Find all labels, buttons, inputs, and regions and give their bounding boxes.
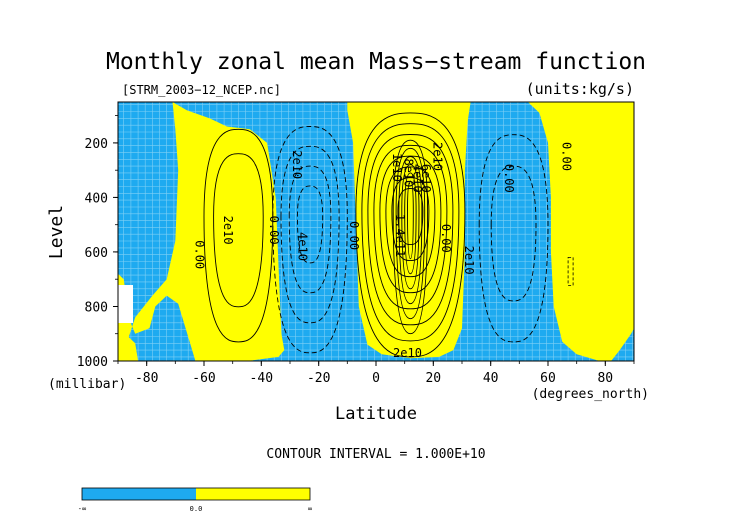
y-tick-label: 400 <box>85 191 108 206</box>
x-tick-label: -20 <box>307 371 330 386</box>
contour-line <box>401 164 420 290</box>
colorbar: -∞ 0.0 ∞ <box>78 487 312 513</box>
chart-subtitle-units: (units:kg/s) <box>526 80 634 98</box>
contour-line <box>478 134 549 343</box>
contour-line <box>203 128 274 343</box>
contour-label: 2e10 <box>430 142 444 171</box>
contour-label: 2e10 <box>290 150 304 179</box>
contour-label: 0.00 <box>559 142 573 171</box>
contour-line <box>296 185 324 264</box>
contour-lines <box>203 112 574 358</box>
y-tick-label: 600 <box>85 246 108 261</box>
contour-line <box>392 139 429 335</box>
contour-label: 0.00 <box>267 216 281 245</box>
contour-label: 8e10 <box>402 158 416 187</box>
colorbar-min-label: -∞ <box>78 505 86 513</box>
contour-line <box>407 180 414 260</box>
contour-label: 6e10 <box>419 164 433 193</box>
contour-interval-note: CONTOUR INTERVAL = 1.000E+10 <box>266 447 485 462</box>
contour-line <box>361 123 460 342</box>
x-axis-label: Latitude <box>335 404 417 424</box>
contour-line <box>567 257 574 286</box>
colorbar-positive <box>196 488 310 500</box>
x-tick-label: -40 <box>250 371 273 386</box>
contour-line <box>373 144 448 310</box>
y-tick-label: 800 <box>85 301 108 316</box>
fill-southern-edge <box>118 335 139 361</box>
contour-label: 2e10 <box>462 246 476 275</box>
missing-data-patch <box>118 285 133 323</box>
contour-line <box>379 155 442 294</box>
fill-northern-positive <box>527 102 634 361</box>
x-tick-label: 60 <box>540 371 556 386</box>
colorbar-max-label: ∞ <box>308 505 312 513</box>
contour-label: 0.00 <box>439 224 453 253</box>
contour-label: 4e10 <box>410 164 424 193</box>
x-tick-label: 0 <box>372 371 380 386</box>
contour-line <box>272 126 348 354</box>
contour-label: 2e10 <box>221 216 235 245</box>
contour-line <box>490 165 537 302</box>
x-tick-label: 20 <box>425 371 441 386</box>
x-tick-label: 40 <box>483 371 499 386</box>
x-axis-units: (degrees_north) <box>532 387 649 402</box>
contour-label: 2e10 <box>393 346 422 360</box>
x-tick-label: 80 <box>597 371 613 386</box>
contour-fills <box>118 102 634 361</box>
contour-line <box>288 165 332 294</box>
chart-title: Monthly zonal mean Mass−stream function <box>106 49 646 75</box>
contour-line <box>213 153 264 308</box>
contour-label: 4e10 <box>296 232 310 261</box>
fill-hadley-positive <box>347 102 471 359</box>
contour-label: 1e10 <box>390 153 404 182</box>
colorbar-negative <box>82 488 196 500</box>
contour-line <box>280 145 340 324</box>
contour-label: 0.00 <box>347 221 361 250</box>
contour-line <box>395 147 426 320</box>
contour-line <box>404 172 417 275</box>
y-axis-units: (millibar) <box>48 377 126 392</box>
contour-line <box>398 156 423 305</box>
axes: -80 -60 -40 -20 0 20 40 60 80 200 400 600 800 1000 <box>77 115 635 386</box>
contour-label: 0.00 <box>192 240 206 269</box>
contour-line <box>397 188 424 246</box>
y-tick-label: 200 <box>85 137 108 152</box>
y-axis-label: Level <box>46 205 67 259</box>
x-tick-label: -80 <box>135 371 158 386</box>
colorbar-mid-label: 0.0 <box>190 505 203 513</box>
y-tick-label: 1000 <box>77 355 108 370</box>
chart-subtitle-file: [STRM_2003−12_NCEP.nc] <box>122 83 281 97</box>
colorbar-frame <box>81 487 311 501</box>
contour-line <box>367 134 454 326</box>
contour-line <box>355 112 466 358</box>
contour-label: 0.00 <box>502 164 516 193</box>
fill-southern-positive <box>118 102 285 361</box>
x-tick-label: -60 <box>192 371 215 386</box>
contour-label: 1.4e11 <box>393 214 407 257</box>
